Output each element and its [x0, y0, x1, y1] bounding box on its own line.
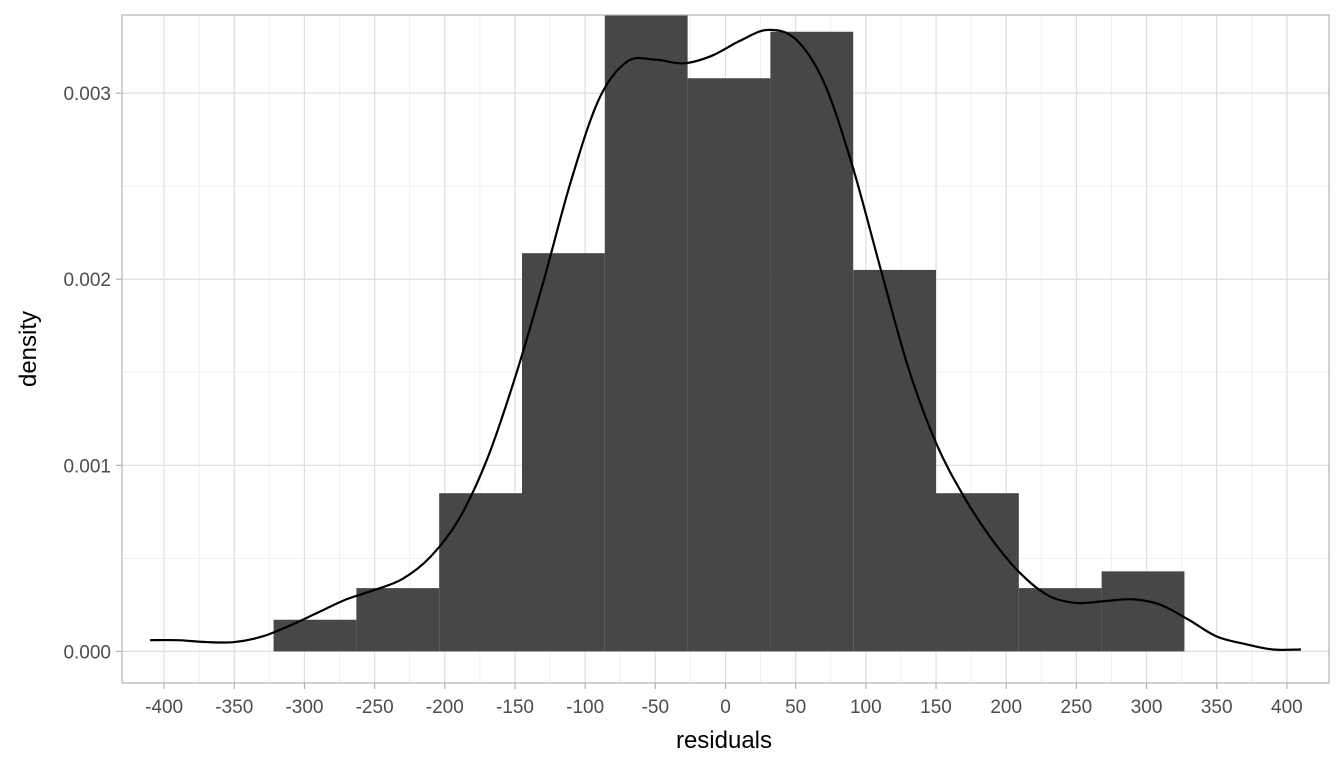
x-tick-label: 200 [990, 697, 1022, 718]
histogram-bar [521, 253, 605, 652]
x-tick-label: 400 [1271, 697, 1303, 718]
y-axis-title: density [15, 311, 42, 387]
x-tick-label: 300 [1131, 697, 1163, 718]
x-tick-label: 0 [720, 697, 731, 718]
histogram-bar [1018, 588, 1102, 652]
x-tick-label: 250 [1061, 697, 1093, 718]
x-tick-label: 100 [850, 697, 882, 718]
x-axis-title: residuals [676, 727, 772, 754]
histogram-bar [604, 15, 688, 652]
histogram-bar [770, 31, 854, 652]
x-tick-label: 150 [920, 697, 952, 718]
bars-layer [273, 15, 1185, 652]
y-tick-label: 0.003 [63, 84, 111, 105]
x-tick-label: -250 [356, 697, 394, 718]
x-tick-label: -100 [566, 697, 604, 718]
y-tick-label: 0.000 [63, 642, 111, 663]
x-tick-label: -150 [496, 697, 534, 718]
density-curve [150, 28, 1301, 652]
x-tick-label: -350 [215, 697, 253, 718]
y-tick-label: 0.002 [63, 270, 111, 291]
x-tick-label: -200 [426, 697, 464, 718]
x-axis: -400 -350 -300 -250 -200 -150 -100 -50 0 50 100 150… [145, 683, 1303, 718]
x-tick-label: 50 [785, 697, 806, 718]
y-axis: 0.000 0.001 0.002 0.003 [63, 84, 122, 663]
histogram-bar [439, 493, 522, 652]
x-tick-label: -300 [285, 697, 323, 718]
x-tick-label: 350 [1201, 697, 1233, 718]
histogram-bar [853, 269, 937, 652]
x-tick-label: -400 [145, 697, 183, 718]
x-tick-label: -50 [642, 697, 669, 718]
y-tick-label: 0.001 [63, 456, 111, 477]
curve-layer [150, 28, 1301, 652]
histogram-bar [687, 78, 771, 652]
histogram-bar [1101, 571, 1185, 652]
histogram-bar [273, 619, 357, 652]
histogram-bar [356, 588, 440, 652]
